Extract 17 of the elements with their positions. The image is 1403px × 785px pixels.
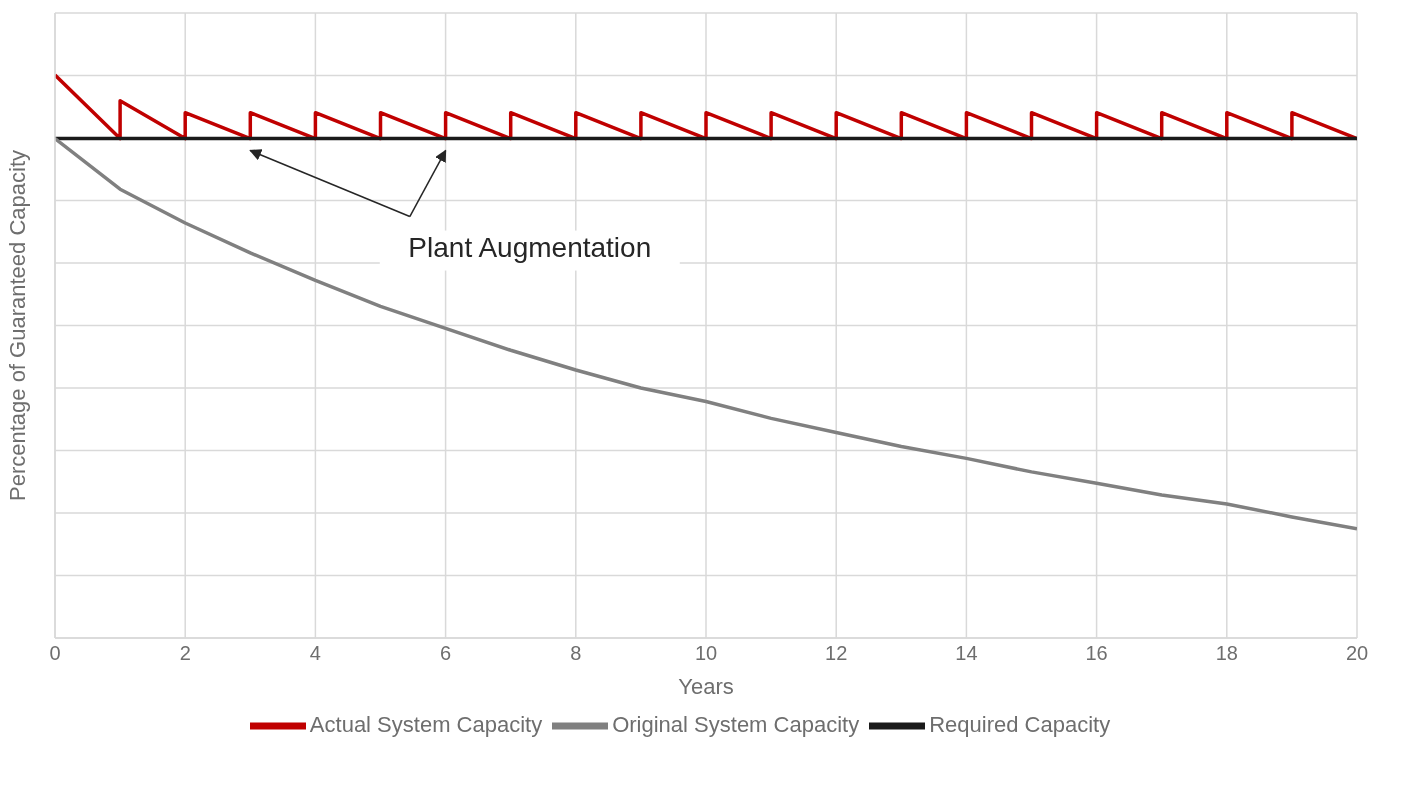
x-tick-label: 0	[49, 642, 61, 665]
x-tick-label: 16	[1085, 642, 1108, 665]
legend-label: Original System Capacity	[612, 711, 860, 737]
y-axis-title: Percentage of Guaranteed Capacity	[4, 149, 30, 502]
x-tick-label: 20	[1345, 642, 1369, 665]
x-tick-label: 18	[1215, 642, 1238, 665]
x-tick-label: 14	[955, 642, 978, 665]
x-tick-label: 2	[179, 642, 191, 665]
x-tick-label: 4	[309, 642, 321, 665]
legend-label: Actual System Capacity	[309, 711, 543, 737]
x-tick-label: 6	[440, 642, 452, 665]
x-tick-label: 8	[570, 642, 582, 665]
legend-label: Required Capacity	[929, 711, 1111, 737]
annotation: Plant Augmentation	[408, 231, 652, 263]
x-tick-label: 12	[825, 642, 848, 665]
x-axis-title: Years	[678, 674, 734, 699]
x-tick-label: 10	[694, 642, 718, 665]
